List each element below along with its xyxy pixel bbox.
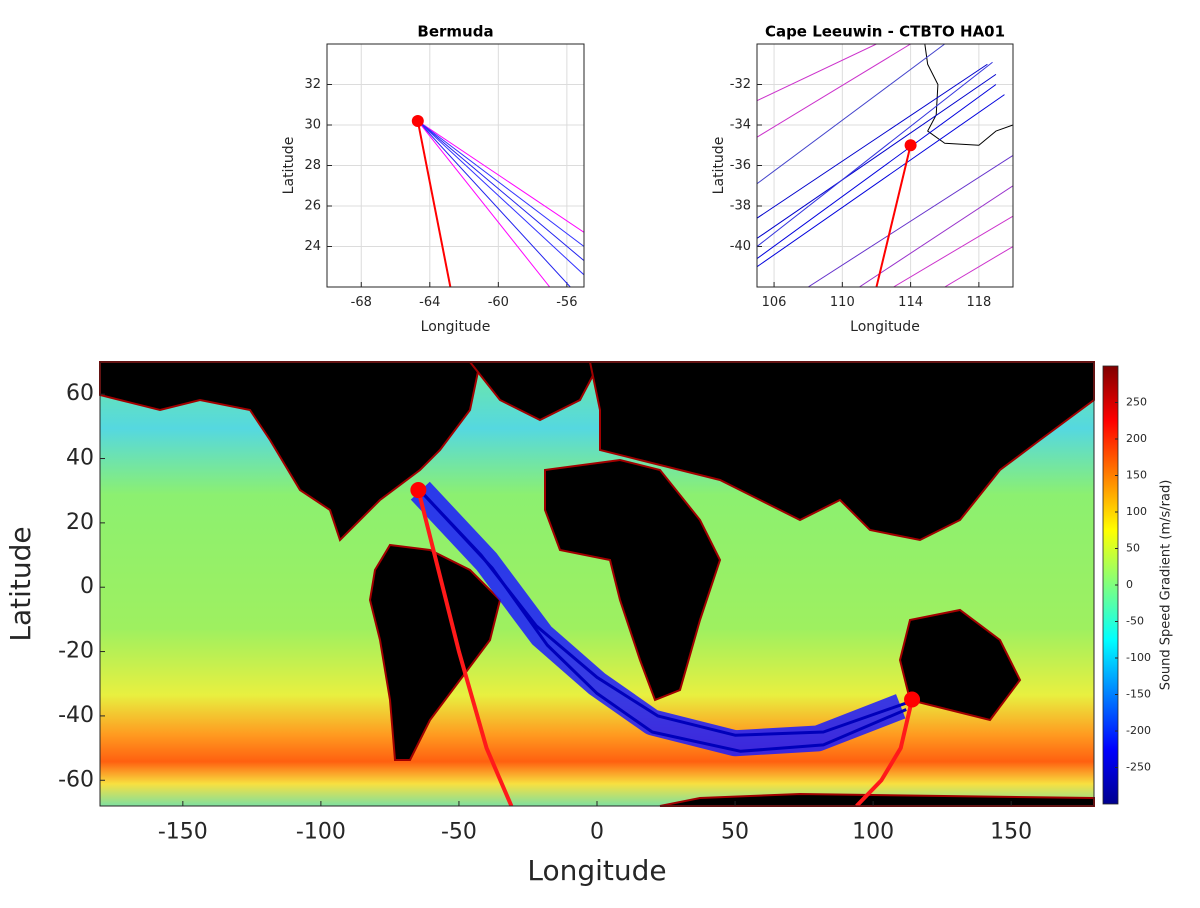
y-tick-label: -34 — [730, 118, 751, 133]
map-background — [99, 361, 1095, 807]
track — [419, 489, 907, 753]
track — [757, 44, 911, 138]
colorbar-tick-label: -100 — [1126, 651, 1151, 664]
colorbar-tick-label: -250 — [1126, 761, 1151, 774]
colorbar-tick-label: 150 — [1126, 469, 1147, 482]
colorbar-tick-label: 50 — [1126, 542, 1140, 555]
marker — [904, 139, 917, 152]
y-tick-label: 24 — [304, 239, 321, 254]
marker — [904, 691, 921, 708]
x-tick-label: 50 — [721, 819, 749, 844]
colorbar-label: Sound Speed Gradient (m/s/rad) — [1159, 480, 1174, 691]
x-tick-label: -68 — [351, 295, 372, 310]
track — [757, 94, 1005, 268]
chart-title: Cape Leeuwin - CTBTO HA01 — [765, 23, 1005, 41]
x-tick-label: -64 — [419, 295, 440, 310]
x-tick-label: 106 — [762, 295, 787, 310]
track — [417, 120, 584, 247]
x-tick-label: 150 — [990, 819, 1032, 844]
chart-title: Bermuda — [417, 23, 493, 41]
x-tick-label: 0 — [590, 819, 604, 844]
africa — [544, 458, 722, 702]
track — [859, 185, 1013, 287]
chart: -150 -100 -50 0 50 100 150-60-40-200204060Long… — [4, 361, 1174, 887]
north-america — [99, 361, 482, 542]
x-axis-label: Longitude — [527, 854, 666, 887]
y-tick-label: 30 — [304, 118, 321, 133]
australia — [898, 608, 1022, 722]
x-tick-label: -56 — [556, 295, 577, 310]
axes-frame — [326, 43, 585, 288]
track — [417, 120, 584, 262]
track — [757, 61, 993, 247]
y-tick-label: 0 — [80, 574, 94, 599]
x-tick-label: 110 — [830, 295, 855, 310]
track — [924, 44, 1013, 146]
y-tick-label: 20 — [66, 510, 94, 535]
y-tick-label: 40 — [66, 446, 94, 471]
track — [416, 489, 514, 806]
x-tick-label: -100 — [296, 819, 346, 844]
marker — [410, 482, 427, 499]
y-tick-label: 60 — [66, 381, 94, 406]
x-tick-label: -50 — [441, 819, 477, 844]
track — [757, 84, 997, 260]
y-tick-label: 32 — [304, 77, 321, 92]
y-tick-label: -40 — [730, 239, 751, 254]
track — [757, 63, 988, 219]
colorbar-tick-label: 200 — [1126, 432, 1147, 445]
track — [416, 120, 452, 287]
south-america — [368, 543, 502, 761]
x-tick-label: -150 — [158, 819, 208, 844]
eurasia — [588, 361, 1095, 542]
colorbar-tick-label: -50 — [1126, 615, 1144, 628]
chart: Cape Leeuwin - CTBTO HA01 106 110 114 118 -40… — [711, 23, 1014, 335]
track — [875, 145, 912, 287]
y-tick-label: -20 — [58, 639, 94, 664]
y-tick-label: -60 — [58, 767, 94, 792]
x-tick-label: 118 — [966, 295, 991, 310]
y-tick-label: -32 — [730, 77, 751, 92]
track — [417, 120, 584, 276]
y-tick-label: -36 — [730, 158, 751, 173]
tracks — [410, 481, 914, 806]
y-tick-label: -40 — [58, 703, 94, 728]
track — [417, 120, 584, 233]
x-axis-label: Longitude — [421, 319, 491, 335]
y-tick-label: -38 — [730, 199, 751, 214]
track — [757, 73, 997, 239]
y-axis-label: Latitude — [281, 137, 297, 195]
tracks — [757, 44, 1013, 287]
marker — [411, 114, 424, 127]
land — [99, 361, 1095, 807]
x-tick-label: 100 — [852, 819, 894, 844]
axes-frame — [756, 43, 1014, 288]
track — [944, 246, 1013, 287]
colorbar-tick-label: 250 — [1126, 396, 1147, 409]
track — [417, 120, 571, 287]
colorbar-tick-label: 100 — [1126, 505, 1147, 518]
colorbar-tick-label: -150 — [1126, 688, 1151, 701]
tracks — [416, 120, 584, 287]
chart: Bermuda -68 -64 -60 -56 24 26 28 30 32 Longitude La… — [281, 23, 585, 335]
x-tick-label: 114 — [898, 295, 923, 310]
x-axis-label: Longitude — [850, 319, 920, 335]
track — [757, 44, 946, 185]
track — [807, 154, 1013, 287]
track — [757, 44, 877, 102]
y-axis-label: Latitude — [4, 526, 37, 641]
track — [855, 699, 914, 806]
colorbar-tick-label: -200 — [1126, 724, 1151, 737]
track — [417, 120, 551, 287]
colorbar-tick-label: 0 — [1126, 578, 1133, 591]
axes-frame — [99, 361, 1095, 807]
y-tick-label: 26 — [304, 199, 321, 214]
x-tick-label: -60 — [488, 295, 509, 310]
track — [893, 215, 1013, 287]
y-tick-label: 28 — [304, 158, 321, 173]
y-axis-label: Latitude — [711, 137, 727, 195]
